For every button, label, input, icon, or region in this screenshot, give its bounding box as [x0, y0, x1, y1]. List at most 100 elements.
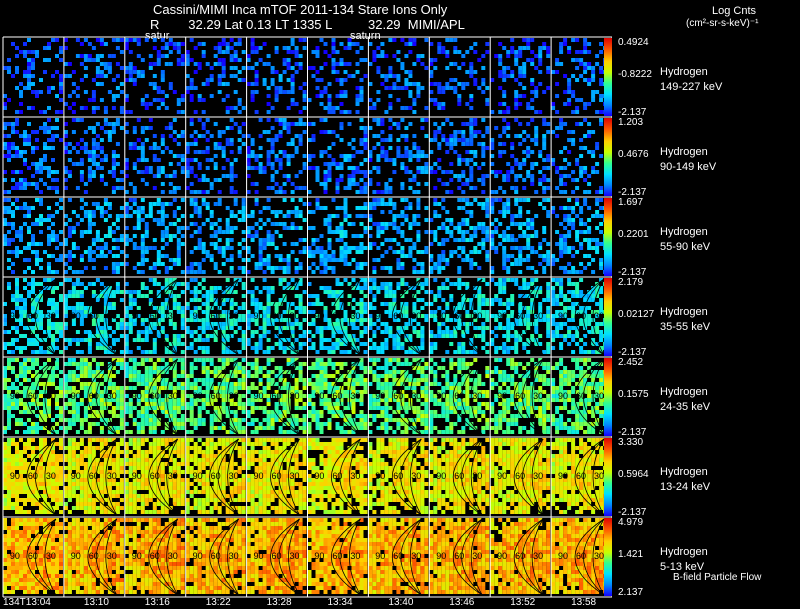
- heatmap-cell: [55, 414, 59, 418]
- heatmap-cell: [91, 370, 96, 374]
- heatmap-cell: [416, 58, 421, 62]
- heatmap-cell: [412, 330, 417, 334]
- heatmap-cell: [55, 338, 59, 342]
- heatmap-cell: [31, 362, 35, 366]
- heatmap-cell: [396, 342, 401, 346]
- heatmap-cell: [23, 334, 27, 338]
- heatmap-cell: [559, 326, 564, 330]
- heatmap-cell: [441, 250, 446, 254]
- heatmap-cell: [343, 218, 348, 222]
- heatmap-cell: [359, 98, 364, 102]
- heatmap-cell: [469, 186, 474, 190]
- heatmap-cell: [567, 214, 572, 218]
- pitch-angle-contour: [95, 278, 118, 356]
- heatmap-cell: [189, 346, 194, 350]
- heatmap-cell: [437, 46, 442, 50]
- heatmap-cell: [35, 370, 39, 374]
- heatmap-cell: [571, 218, 576, 222]
- heatmap-cell: [15, 146, 19, 150]
- heatmap-cell: [193, 330, 198, 334]
- heatmap-cell: [193, 350, 198, 354]
- heatmap-cell: [311, 210, 316, 214]
- heatmap-cell: [363, 230, 368, 234]
- heatmap-cell: [335, 178, 340, 182]
- heatmap-cell: [51, 298, 55, 302]
- heatmap-cell: [225, 258, 230, 262]
- heatmap-cell: [551, 158, 556, 162]
- heatmap-cell: [363, 326, 368, 330]
- heatmap-cell: [144, 334, 149, 338]
- heatmap-cell: [388, 138, 393, 142]
- heatmap-cell: [498, 186, 503, 190]
- heatmap-cell: [494, 218, 499, 222]
- heatmap-cell: [140, 262, 145, 266]
- heatmap-cell: [156, 50, 161, 54]
- heatmap-cell: [193, 310, 198, 314]
- heatmap-cell: [461, 330, 466, 334]
- heatmap-cell: [502, 350, 507, 354]
- heatmap-cell: [494, 346, 499, 350]
- heatmap-cell: [388, 66, 393, 70]
- heatmap-cell: [91, 214, 96, 218]
- heatmap-cell: [47, 118, 51, 122]
- heatmap-cell: [591, 290, 596, 294]
- heatmap-cell: [229, 126, 234, 130]
- heatmap-cell: [437, 106, 442, 110]
- heatmap-cell: [396, 326, 401, 330]
- heatmap-cell: [282, 154, 287, 158]
- heatmap-cell: [213, 202, 218, 206]
- heatmap-cell: [176, 206, 181, 210]
- heatmap-cell: [579, 346, 584, 350]
- heatmap-cell: [522, 278, 527, 282]
- heatmap-cell: [39, 110, 43, 114]
- heatmap-cell: [441, 46, 446, 50]
- heatmap-cell: [7, 410, 11, 414]
- heatmap-cell: [91, 258, 96, 262]
- heatmap-cell: [3, 406, 7, 410]
- heatmap-cell: [534, 278, 539, 282]
- heatmap-cell: [530, 166, 535, 170]
- heatmap-cell: [335, 134, 340, 138]
- heatmap-cell: [437, 266, 442, 270]
- heatmap-cell: [583, 254, 588, 258]
- heatmap-cell: [201, 246, 206, 250]
- heatmap-cell: [526, 170, 531, 174]
- heatmap-cell: [99, 146, 104, 150]
- heatmap-cell: [392, 162, 397, 166]
- heatmap-cell: [11, 126, 15, 130]
- heatmap-panel: [246, 118, 307, 194]
- heatmap-cell: [43, 338, 47, 342]
- heatmap-cell: [124, 94, 129, 98]
- heatmap-cell: [372, 146, 377, 150]
- heatmap-cell: [327, 318, 332, 322]
- heatmap-cell: [209, 134, 214, 138]
- heatmap-cell: [510, 70, 515, 74]
- heatmap-cell: [189, 82, 194, 86]
- heatmap-cell: [27, 266, 31, 270]
- heatmap-cell: [176, 294, 181, 298]
- heatmap-cell: [237, 278, 242, 282]
- heatmap-cell: [380, 198, 385, 202]
- heatmap-cell: [461, 218, 466, 222]
- heatmap-cell: [39, 266, 43, 270]
- heatmap-cell: [494, 250, 499, 254]
- heatmap-cell: [583, 190, 588, 194]
- heatmap-cell: [559, 222, 564, 226]
- heatmap-cell: [416, 310, 421, 314]
- heatmap-cell: [31, 130, 35, 134]
- heatmap-cell: [286, 270, 291, 274]
- heatmap-cell: [551, 346, 556, 350]
- heatmap-cell: [205, 146, 210, 150]
- heatmap-panel: [246, 38, 307, 114]
- heatmap-cell: [514, 238, 519, 242]
- heatmap-cell: [23, 182, 27, 186]
- heatmap-cell: [457, 162, 462, 166]
- heatmap-cell: [327, 54, 332, 58]
- heatmap-cell: [522, 178, 527, 182]
- heatmap-cell: [148, 166, 153, 170]
- heatmap-cell: [294, 266, 299, 270]
- heatmap-cell: [388, 286, 393, 290]
- heatmap-cell: [355, 246, 360, 250]
- heatmap-cell: [567, 342, 572, 346]
- heatmap-cell: [453, 150, 458, 154]
